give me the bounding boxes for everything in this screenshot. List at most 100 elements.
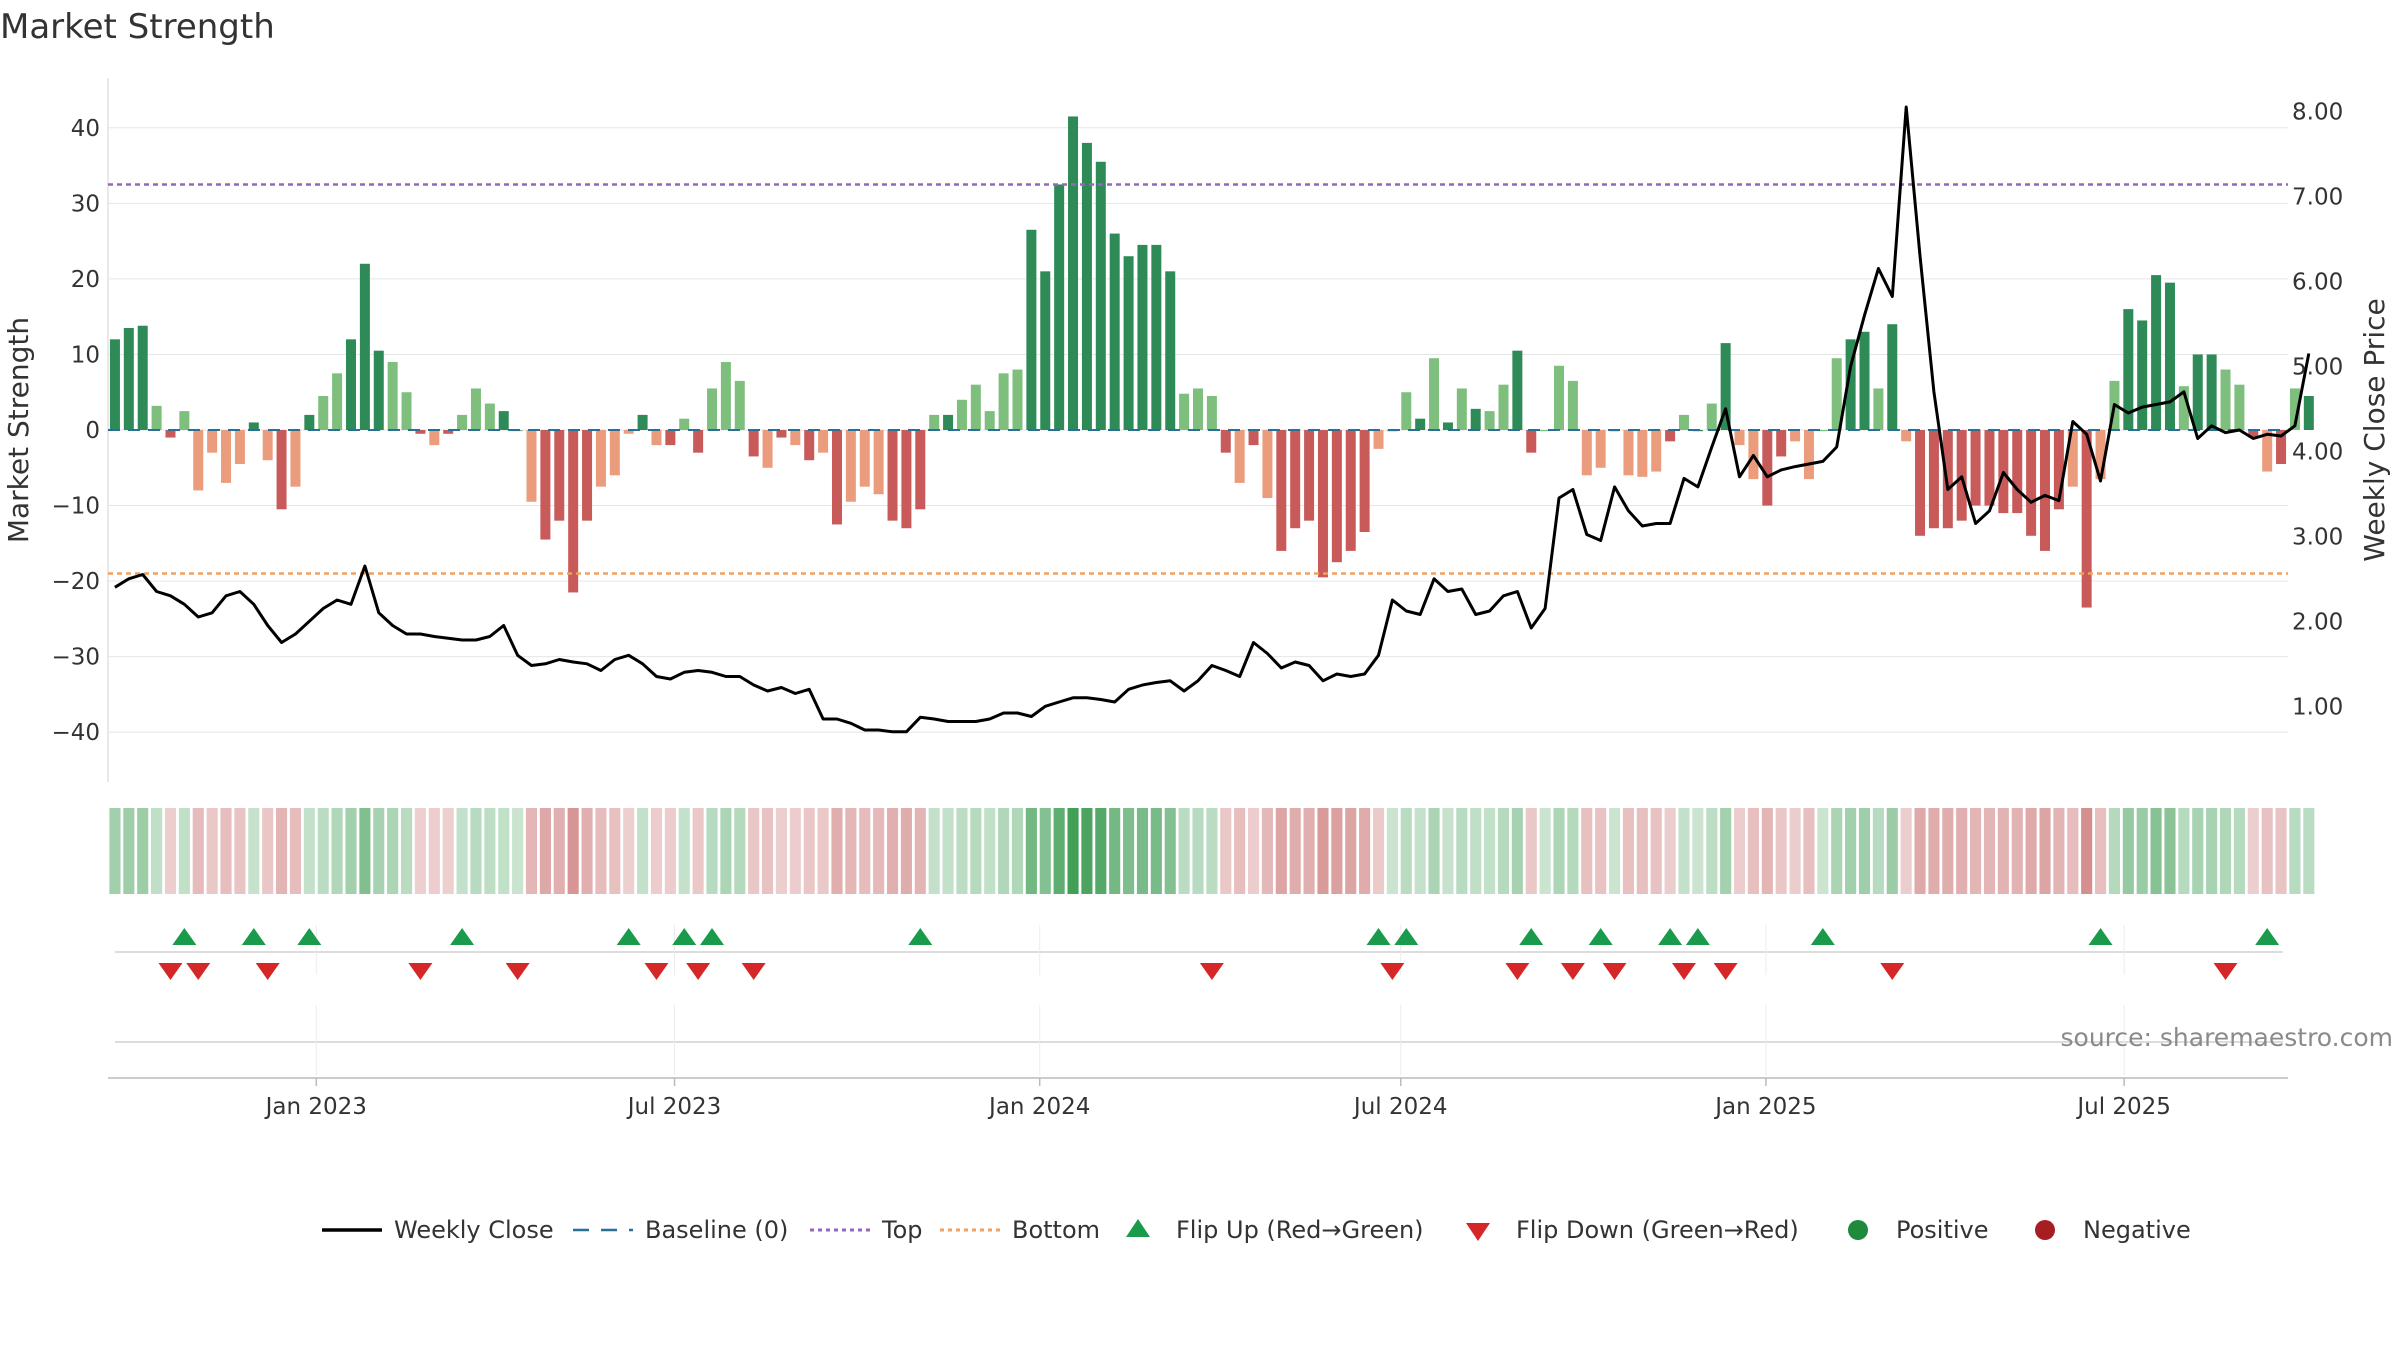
- strength-bar: [1637, 430, 1648, 477]
- heat-cell: [956, 808, 968, 894]
- strength-bar: [1734, 430, 1745, 446]
- heat-cell: [2247, 808, 2259, 894]
- strength-bar: [984, 411, 995, 430]
- flip-down-marker: [644, 963, 669, 980]
- heat-cell: [1164, 808, 1176, 894]
- strength-bar: [679, 418, 690, 430]
- legend-item-negative: Negative: [2035, 1216, 2191, 1244]
- heat-cell: [900, 808, 912, 894]
- heat-cell: [1317, 808, 1329, 894]
- heat-cell: [595, 808, 607, 894]
- strength-bar: [1762, 430, 1773, 506]
- strength-bar: [582, 430, 593, 521]
- heat-cell: [567, 808, 579, 894]
- strength-bar: [1206, 396, 1217, 430]
- heat-cell: [1081, 808, 1093, 894]
- heat-cell: [1261, 808, 1273, 894]
- flip-down-marker: [741, 963, 766, 980]
- heat-cell: [1484, 808, 1496, 894]
- strength-bar: [318, 396, 329, 430]
- heat-cell: [442, 808, 454, 894]
- heat-cell: [1622, 808, 1634, 894]
- strength-bar: [2234, 384, 2245, 430]
- y2-tick-label: 5.00: [2292, 354, 2343, 380]
- flip-up-marker: [1519, 928, 1544, 945]
- strength-bar: [1095, 161, 1106, 430]
- flip-down-marker: [505, 963, 530, 980]
- strength-bar: [540, 430, 551, 540]
- strength-bar: [804, 430, 815, 461]
- strength-bar: [2289, 388, 2300, 430]
- strength-bar: [1540, 430, 1551, 432]
- flip-up-marker: [1394, 928, 1419, 945]
- strength-bar: [234, 430, 245, 464]
- heat-cell: [942, 808, 954, 894]
- legend-label: Negative: [2083, 1216, 2191, 1244]
- heat-cell: [2136, 808, 2148, 894]
- strength-bar: [2248, 430, 2259, 438]
- heat-cell: [2094, 808, 2107, 894]
- y2-tick-label: 7.00: [2292, 184, 2343, 210]
- strength-bar: [1262, 430, 1273, 498]
- heat-cell: [498, 808, 510, 894]
- heat-cell: [1178, 808, 1190, 894]
- strength-bar: [1290, 430, 1301, 529]
- y2-axis-label: Weekly Close Price: [2358, 298, 2391, 561]
- strength-bar: [1234, 430, 1245, 483]
- flip-markers: [158, 928, 2280, 980]
- heat-cell: [928, 808, 940, 894]
- flip-up-marker: [1366, 928, 1391, 945]
- heat-cell: [1678, 808, 1690, 894]
- y-tick-label: 40: [71, 116, 100, 142]
- strength-bar: [2262, 430, 2273, 472]
- strength-bar: [332, 373, 343, 430]
- heat-cell: [1414, 808, 1426, 894]
- heat-cell: [1289, 808, 1301, 894]
- flip-up-marker: [2088, 928, 2113, 945]
- strength-bar: [1470, 408, 1481, 430]
- flip-up-marker: [700, 928, 725, 945]
- heat-cell: [845, 808, 857, 894]
- x-tick-label: Jan 2024: [987, 1094, 1090, 1120]
- flip-down-marker: [1199, 963, 1224, 980]
- heat-cell: [206, 808, 218, 894]
- strength-bar: [1012, 369, 1023, 430]
- strength-bar: [1554, 365, 1565, 430]
- legend-swatch: [2035, 1220, 2055, 1240]
- flip-down-marker: [2213, 963, 2238, 980]
- legend-label: Flip Up (Red→Green): [1176, 1216, 1424, 1244]
- strength-bar: [123, 328, 134, 430]
- strength-bar: [1429, 358, 1440, 430]
- heat-cell: [1956, 808, 1968, 894]
- heat-cell: [373, 808, 385, 894]
- heat-cell: [1747, 808, 1759, 894]
- strength-bar: [1484, 411, 1495, 430]
- heat-cell: [748, 808, 760, 894]
- strength-bar: [457, 414, 468, 430]
- strength-bar: [1595, 430, 1606, 468]
- heat-cell: [1539, 808, 1551, 894]
- heat-cell: [720, 808, 732, 894]
- heat-cell: [1345, 808, 1357, 894]
- heat-cell: [2261, 808, 2273, 894]
- heat-cell: [817, 808, 829, 894]
- heat-cell: [1206, 808, 1218, 894]
- heat-cell: [2164, 808, 2176, 894]
- heat-cell: [331, 808, 343, 894]
- heat-cell: [637, 808, 649, 894]
- heat-cell: [775, 808, 787, 894]
- heat-cell: [2178, 808, 2190, 894]
- y-axis-ticks: 40 30 20 10 0 −10 −20 −30 −40: [51, 116, 100, 746]
- y2-tick-label: 2.00: [2292, 609, 2343, 635]
- flip-down-marker: [1671, 963, 1696, 980]
- strength-bar: [387, 362, 398, 430]
- strength-bar: [401, 392, 412, 430]
- heat-cell: [1636, 808, 1648, 894]
- strength-bar: [637, 414, 648, 430]
- strength-bar: [2053, 430, 2064, 510]
- heat-cell: [400, 808, 413, 894]
- heat-cell: [581, 808, 593, 894]
- strength-bar: [1581, 430, 1592, 476]
- strength-bar: [165, 430, 176, 438]
- heat-cell: [1456, 808, 1468, 894]
